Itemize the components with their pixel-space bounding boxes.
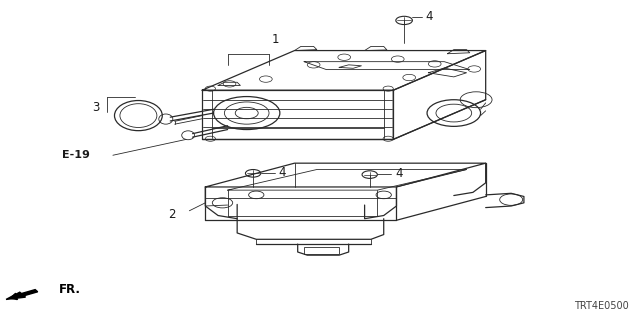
Text: FR.: FR. (59, 283, 81, 296)
Bar (304, 247, 339, 253)
Text: E-19: E-19 (62, 150, 90, 160)
Text: 1: 1 (271, 33, 279, 46)
Polygon shape (6, 292, 26, 300)
Text: 4: 4 (278, 166, 286, 179)
Text: 4: 4 (425, 10, 433, 23)
Text: 2: 2 (168, 208, 175, 221)
Text: TRT4E0500: TRT4E0500 (574, 301, 629, 311)
Text: 3: 3 (92, 101, 99, 114)
Polygon shape (21, 290, 38, 296)
Text: 4: 4 (395, 167, 403, 180)
